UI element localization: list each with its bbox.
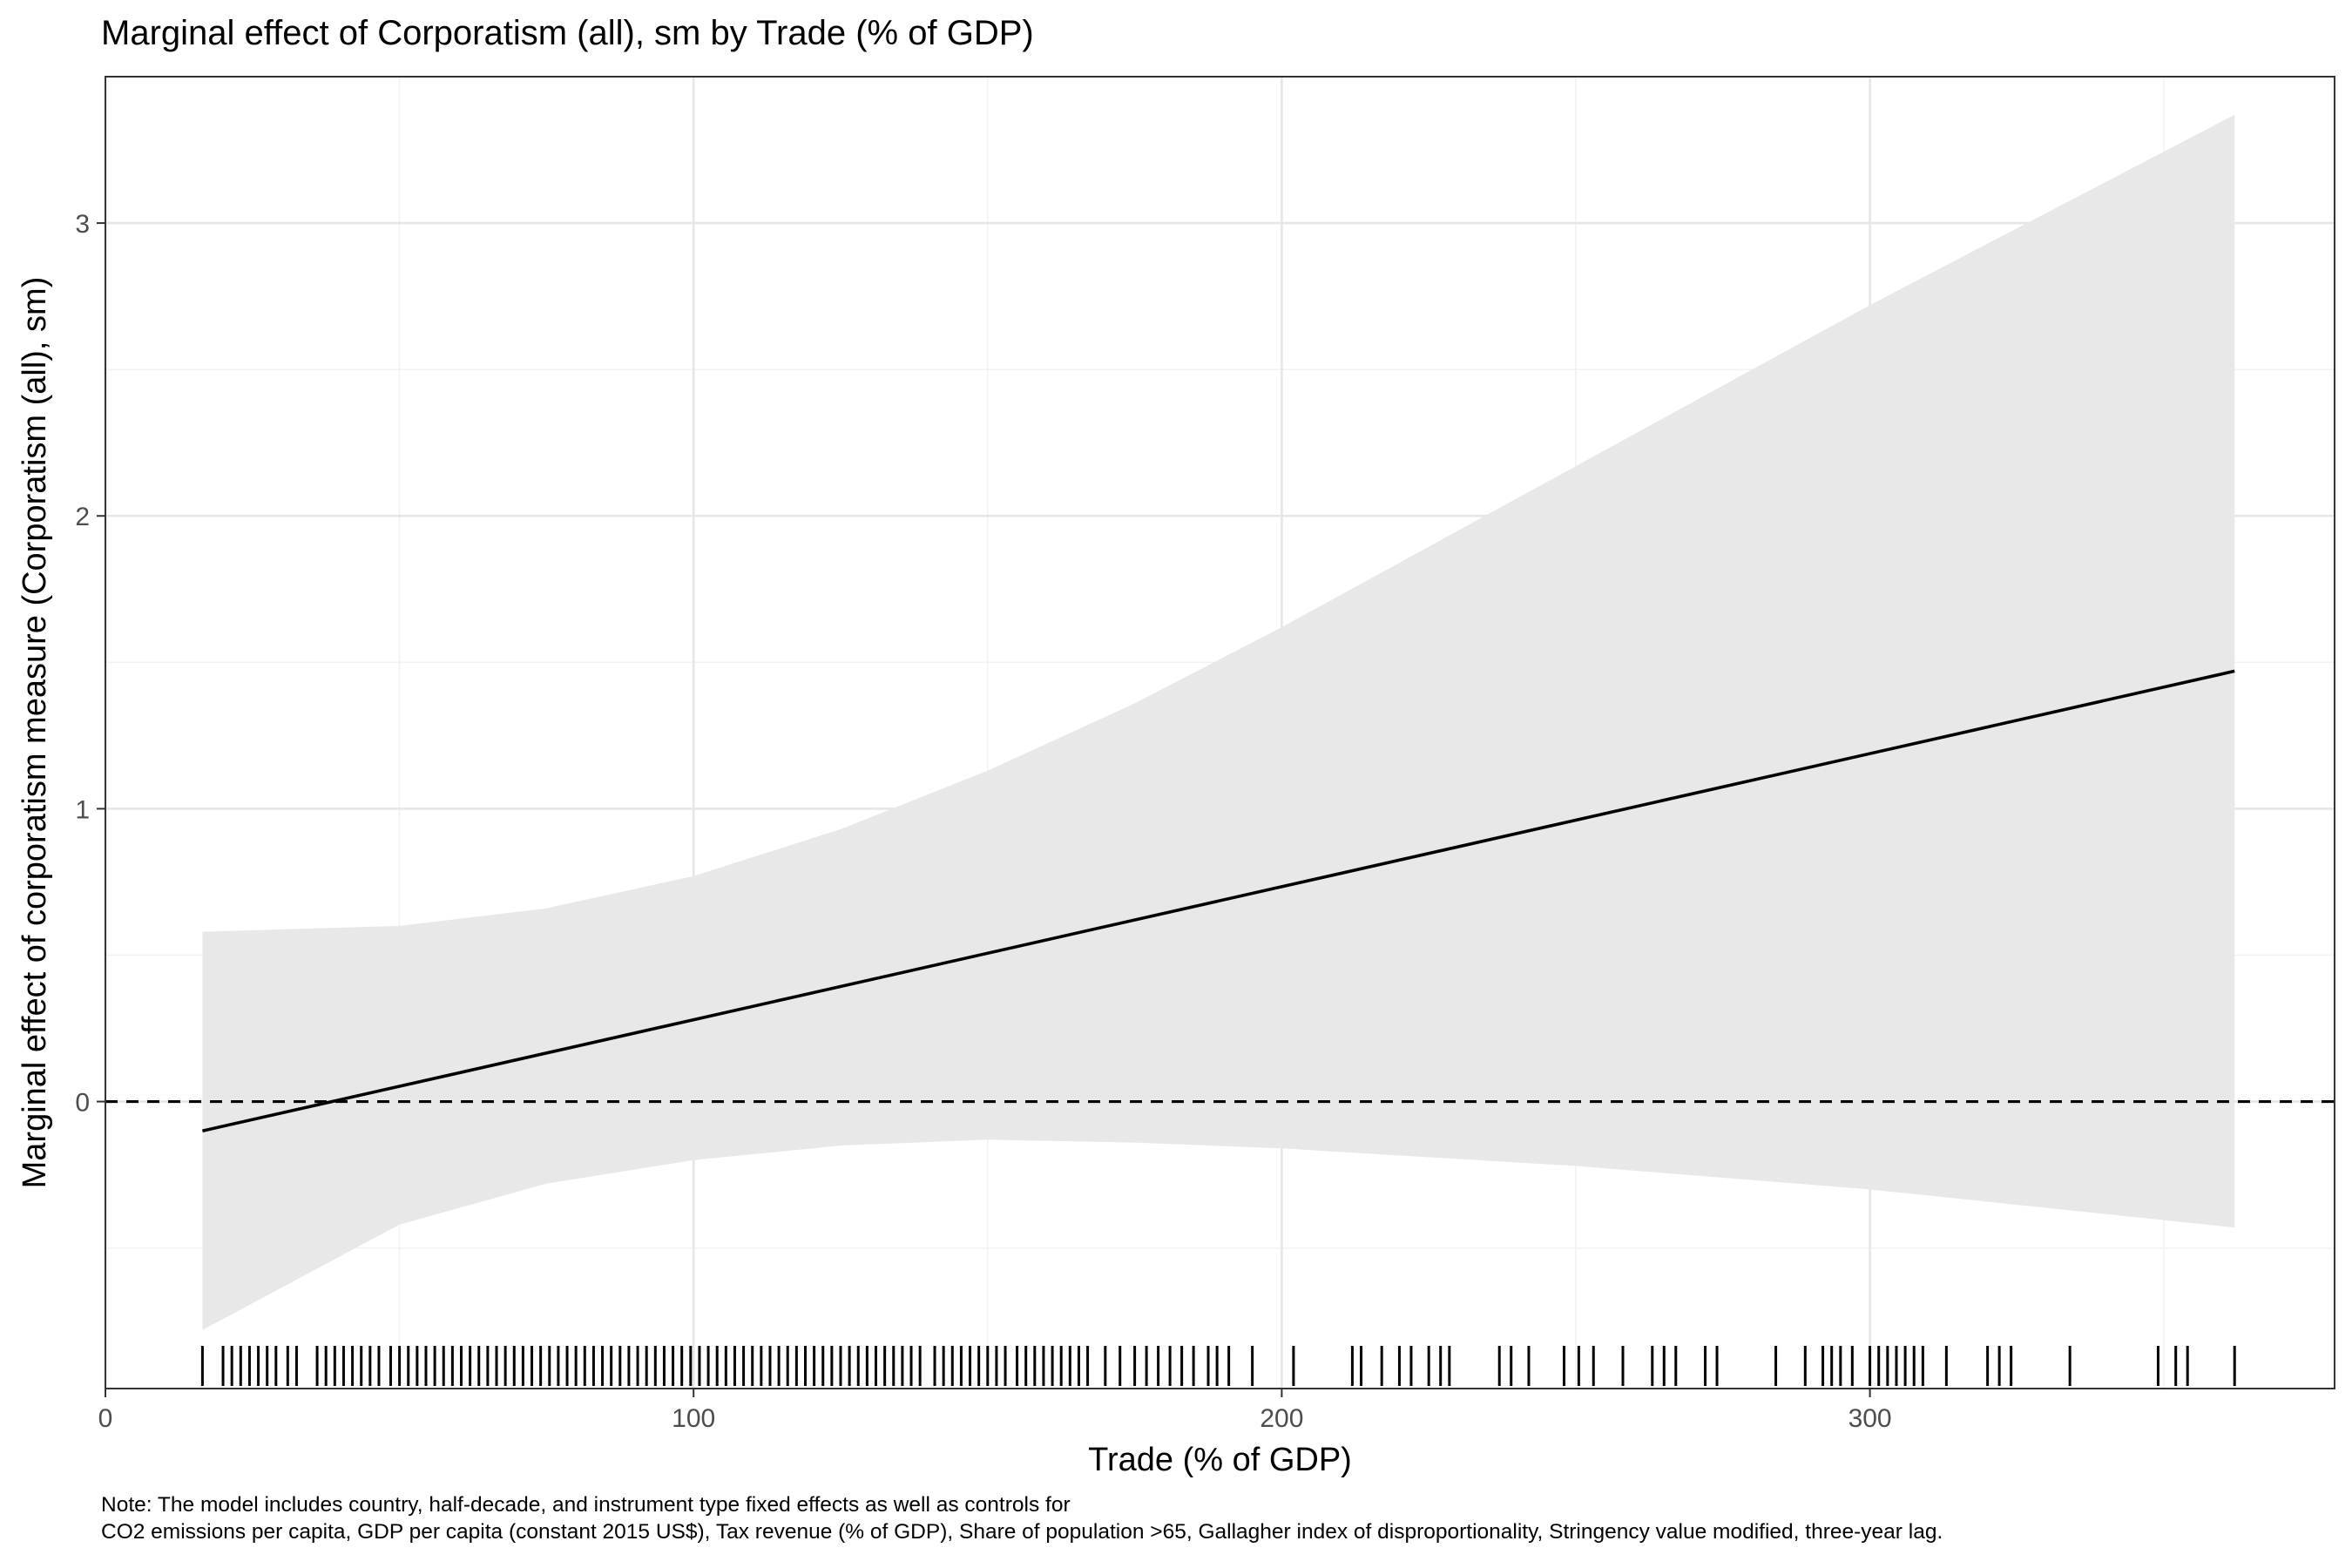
chart-title: Marginal effect of Corporatism (all), sm… bbox=[101, 14, 1034, 52]
footnote-line-2: CO2 emissions per capita, GDP per capita… bbox=[101, 1520, 1943, 1544]
x-axis-ticks: 0 100 200 300 bbox=[98, 1389, 1892, 1433]
x-tick-label: 0 bbox=[98, 1404, 113, 1433]
y-tick-label: 2 bbox=[75, 503, 90, 531]
confidence-ribbon bbox=[202, 114, 2235, 1330]
footnote-line-1: Note: The model includes country, half-d… bbox=[101, 1493, 1071, 1517]
x-axis-label: Trade (% of GDP) bbox=[1088, 1442, 1352, 1478]
y-tick-label: 1 bbox=[75, 795, 90, 824]
footnote: Note: The model includes country, half-d… bbox=[101, 1491, 1943, 1545]
y-axis-label: Marginal effect of corporatism measure (… bbox=[17, 277, 53, 1189]
x-tick-label: 100 bbox=[672, 1404, 715, 1433]
x-tick-label: 200 bbox=[1260, 1404, 1303, 1433]
y-tick-label: 0 bbox=[75, 1089, 90, 1118]
rug-marks bbox=[200, 1346, 2236, 1386]
x-tick-label: 300 bbox=[1848, 1404, 1892, 1433]
panel-border bbox=[105, 76, 2335, 1389]
y-axis-ticks: 0 1 2 3 bbox=[75, 210, 105, 1118]
y-tick-label: 3 bbox=[75, 210, 90, 239]
marginal-effect-line bbox=[202, 669, 2235, 1132]
